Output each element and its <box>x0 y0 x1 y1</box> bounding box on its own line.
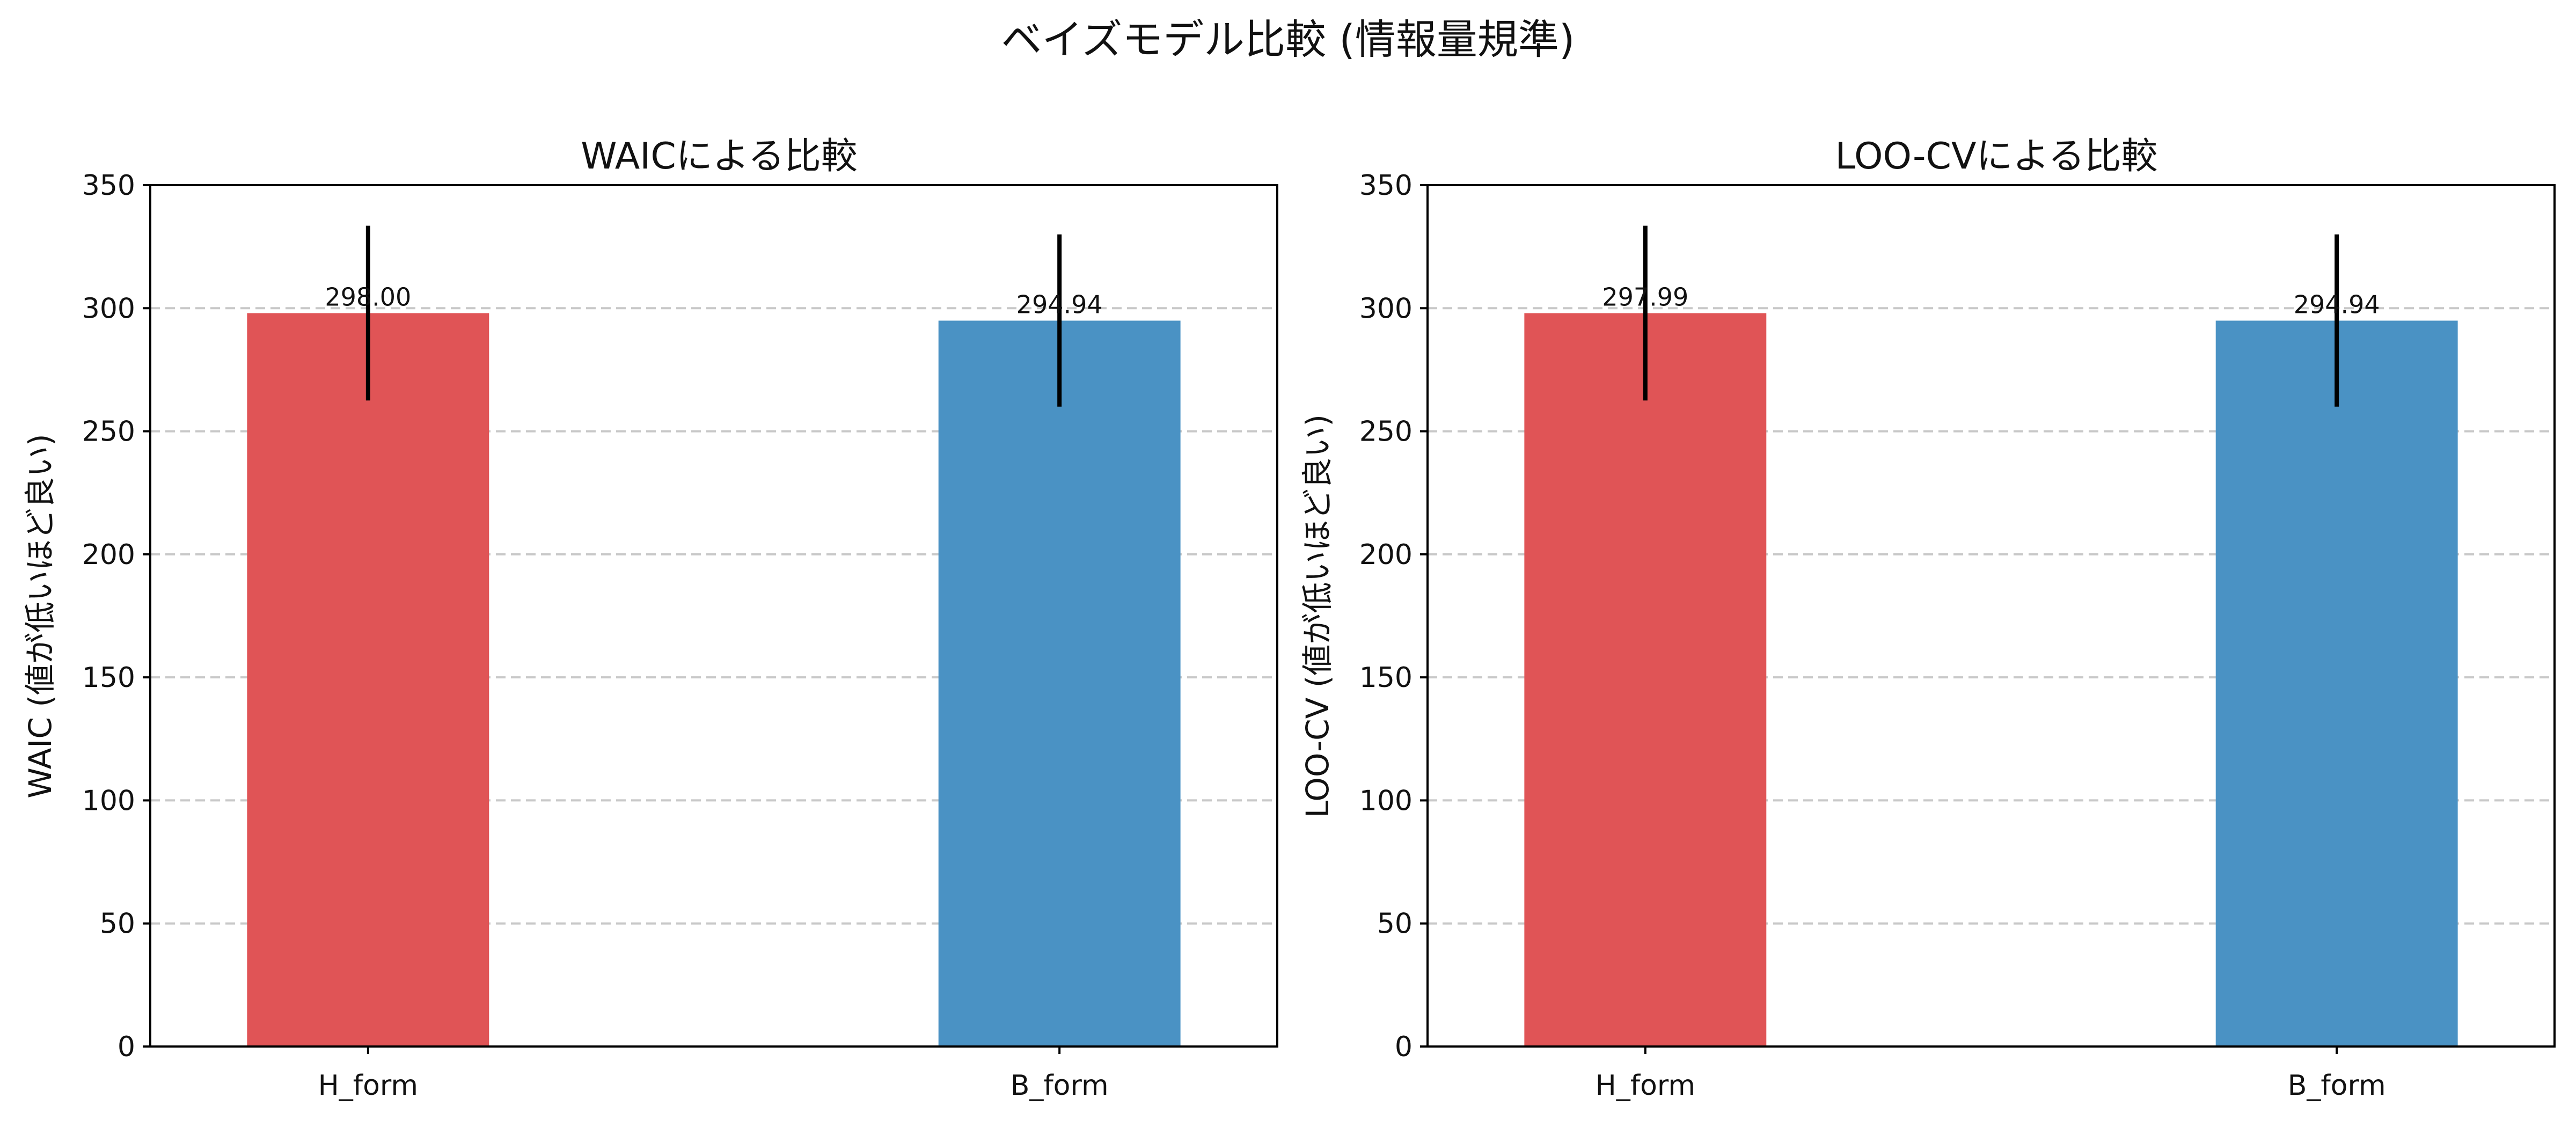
x-tick-label: H_form <box>1596 1070 1695 1102</box>
chart-title: WAICによる比較 <box>581 135 858 178</box>
y-tick-label: 50 <box>1377 908 1413 940</box>
y-tick-label: 300 <box>1359 292 1413 325</box>
y-tick-label: 50 <box>100 908 135 940</box>
loo-cv-chart: LOO-CVによる比較 LOO-CV (値が低いほど良い) 297.99 294.… <box>1299 135 2556 1102</box>
bar-B_form <box>2215 320 2458 1046</box>
value-label: 298.00 <box>325 282 411 311</box>
y-tick-label: 250 <box>82 416 135 448</box>
y-tick-label: 100 <box>82 785 135 817</box>
bars: 298.00 294.94 <box>247 225 1181 1046</box>
axes-frame <box>1426 184 2556 1048</box>
y-tick-label: 350 <box>82 170 135 202</box>
x-tick-label: B_form <box>2288 1070 2386 1102</box>
y-axis-label: LOO-CV (値が低いほど良い) <box>1299 414 1336 818</box>
y-tick-label: 0 <box>118 1031 135 1063</box>
x-tick-label: B_form <box>1011 1070 1109 1102</box>
bar-H_form <box>247 313 489 1046</box>
y-tick-label: 150 <box>82 662 135 694</box>
y-axis-label: WAIC (値が低いほど良い) <box>22 434 58 798</box>
value-label: 297.99 <box>1602 283 1688 312</box>
bar-B_form <box>938 320 1181 1046</box>
chart-title: LOO-CVによる比較 <box>1835 135 2158 178</box>
y-tick-label: 350 <box>1359 170 1413 202</box>
y-tick-label: 300 <box>82 292 135 325</box>
waic-chart: WAICによる比較 WAIC (値が低いほど良い) 298.00 294.94 H… <box>22 135 1278 1102</box>
y-tick-label: 250 <box>1359 416 1413 448</box>
y-tick-label: 200 <box>82 539 135 571</box>
y-tick-label: 150 <box>1359 662 1413 694</box>
axes: H_form B_form 0 50 100 150 200 250 300 350 <box>1359 170 2556 1102</box>
figure-title: ベイズモデル比較 (情報量規準) <box>1001 16 1575 63</box>
y-tick-label: 100 <box>1359 785 1413 817</box>
axes-frame <box>149 184 1278 1048</box>
bars: 297.99 294.94 <box>1524 225 2458 1047</box>
x-tick-label: H_form <box>318 1070 418 1102</box>
y-tick-label: 0 <box>1395 1031 1413 1063</box>
axes: H_form B_form 0 50 100 150 200 250 300 350 <box>82 170 1278 1102</box>
y-tick-label: 200 <box>1359 539 1413 571</box>
bar-H_form <box>1524 313 1767 1047</box>
value-label: 294.94 <box>2294 290 2380 319</box>
value-label: 294.94 <box>1016 290 1103 319</box>
